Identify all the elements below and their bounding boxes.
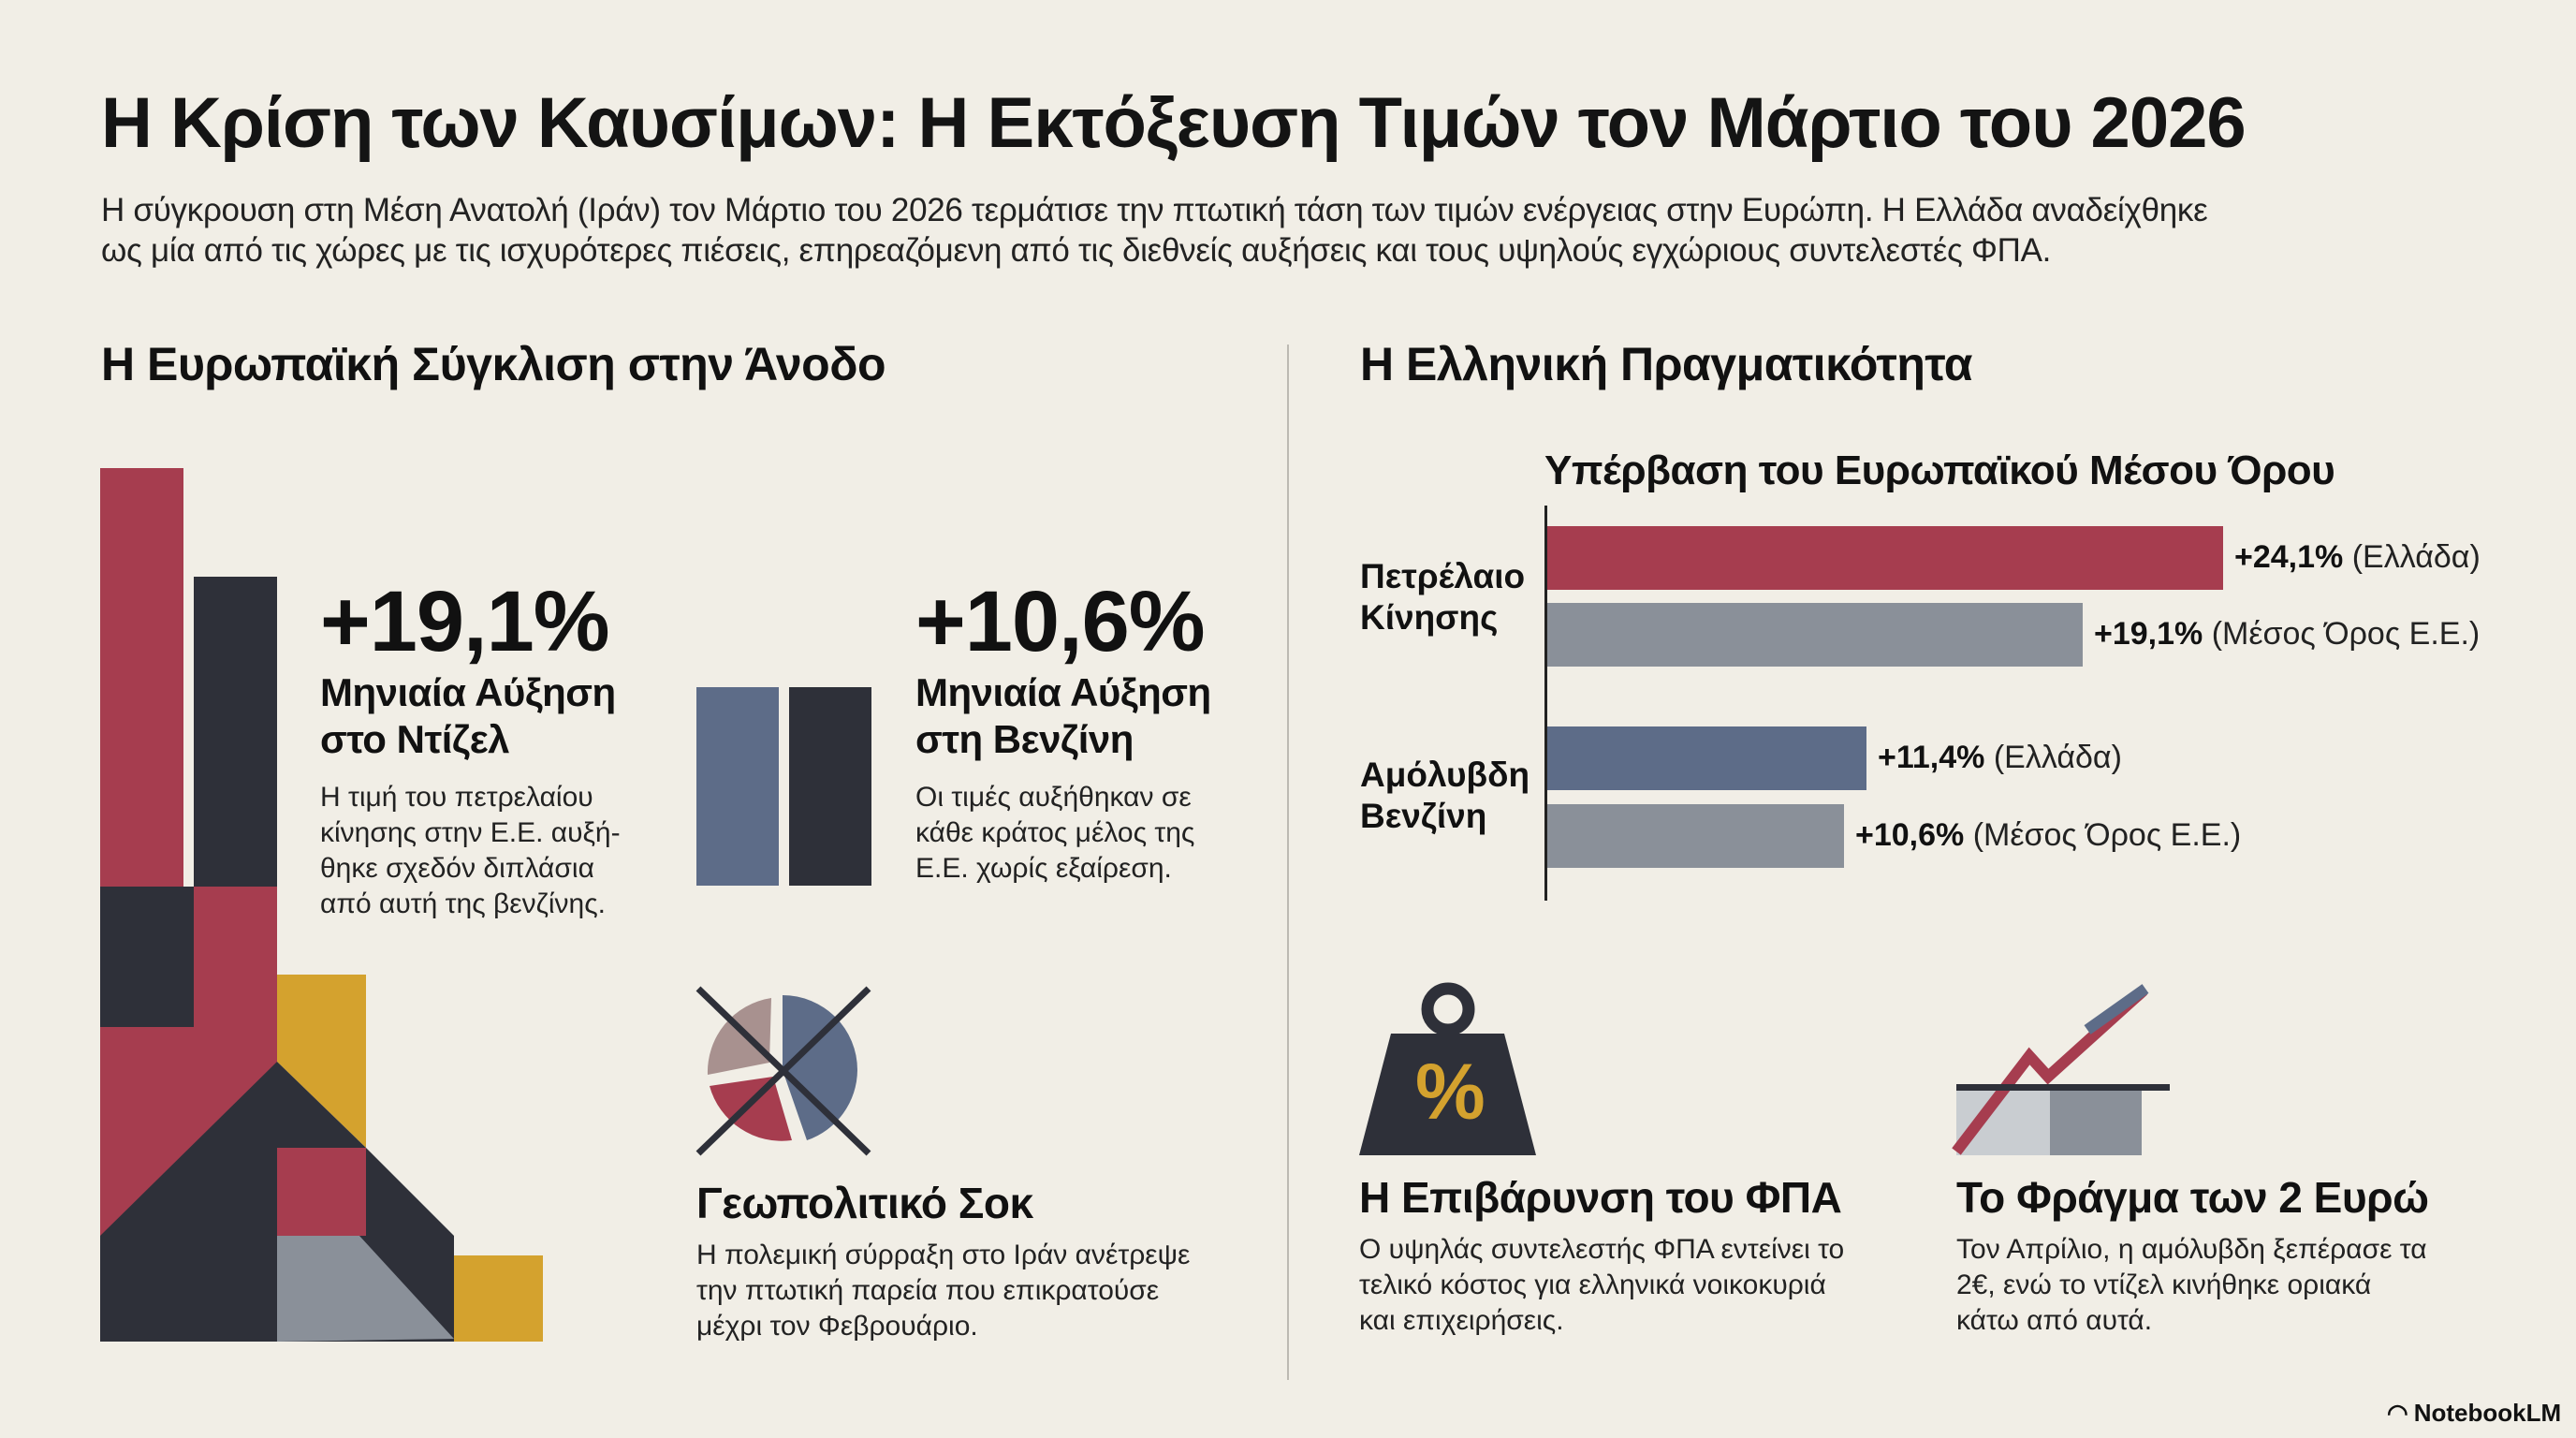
petrol-label-2: στη Βενζίνη xyxy=(915,717,1134,761)
petrol-bars-icon xyxy=(696,687,871,886)
bar-label-0: +24,1% (Ελλάδα) xyxy=(2234,539,2481,576)
category-label-line: Κίνησης xyxy=(1360,598,1499,637)
bar-label-2: +11,4% (Ελλάδα) xyxy=(1878,740,2122,776)
vat-desc-3: και επιχειρήσεις. xyxy=(1359,1305,1564,1336)
diesel-label-2: στο Ντίζελ xyxy=(320,717,510,761)
petrol-stat: +10,6% Μηνιαία Αύξηση στη Βενζίνη Οι τιμ… xyxy=(915,573,1211,887)
category-label-petrol: Αμόλυβδη Βενζίνη xyxy=(1360,755,1530,837)
shock-desc-3: μέχρι τον Φεβρουάριο. xyxy=(696,1311,978,1342)
petrol-desc-1: Οι τιμές αυξήθηκαν σε xyxy=(915,782,1192,813)
shock-heading: Γεωπολιτικό Σοκ xyxy=(696,1179,1033,1227)
shock-card: Γεωπολιτικό Σοκ Η πολεμική σύρραξη στο Ι… xyxy=(696,1178,1190,1344)
barrier-desc-1: Τον Απρίλιο, η αμόλυβδη ξεπέρασε τα xyxy=(1956,1234,2427,1265)
vat-heading: Η Επιβάρυνση του ΦΠΑ xyxy=(1359,1173,1842,1222)
petrol-desc-3: Ε.Ε. χωρίς εξαίρεση. xyxy=(915,853,1172,884)
weight-percent-icon xyxy=(1359,982,1536,1155)
geometric-bars-illustration xyxy=(100,468,543,1342)
barrier-card: Το Φράγμα των 2 Ευρώ Τον Απρίλιο, η αμόλ… xyxy=(1956,1172,2429,1339)
notebooklm-brand: ◠ NotebookLM xyxy=(2387,1399,2561,1428)
shock-desc-1: Η πολεμική σύρραξη στο Ιράν ανέτρεψε xyxy=(696,1240,1191,1270)
diesel-label-1: Μηνιαία Αύξηση xyxy=(320,670,616,714)
diesel-desc-2: κίνησης στην Ε.Ε. αυξή- xyxy=(320,817,621,848)
bar-3 xyxy=(1546,804,1844,868)
subtitle-line-1: Η σύγκρουση στη Μέση Ανατολή (Ιράν) τον … xyxy=(101,192,2208,228)
broken-pie-crossed-icon xyxy=(695,986,871,1156)
barrier-desc-2: 2€, ενώ το ντίζελ κινήθηκε οριακά xyxy=(1956,1269,2372,1300)
section-divider xyxy=(1287,345,1289,1380)
bar-value-label: +11,4% xyxy=(1878,740,1985,775)
petrol-desc-2: κάθε κράτος μέλος της xyxy=(915,817,1195,848)
bar-value-label: +24,1% xyxy=(2234,539,2344,575)
bar-series-label: (Μέσος Όρος Ε.Ε.) xyxy=(2211,616,2481,652)
percent-symbol: % xyxy=(1415,1048,1486,1136)
bar-series-label: (Ελλάδα) xyxy=(2351,539,2481,575)
petrol-label-1: Μηνιαία Αύξηση xyxy=(915,670,1211,714)
barrier-heading: Το Φράγμα των 2 Ευρώ xyxy=(1956,1173,2429,1222)
vat-desc-2: τελικό κόστος για ελληνικά νοικοκυριά xyxy=(1359,1269,1826,1300)
chart-title: Υπέρβαση του Ευρωπαϊκού Μέσου Όρου xyxy=(1544,448,2335,493)
diesel-desc-4: από αυτή της βενζίνης. xyxy=(320,888,607,919)
diesel-desc-3: θηκε σχεδόν διπλάσια xyxy=(320,853,594,884)
bar-label-3: +10,6% (Μέσος Όρος Ε.Ε.) xyxy=(1855,817,2241,854)
bar-series-label: (Μέσος Όρος Ε.Ε.) xyxy=(1972,817,2242,853)
bar-value-label: +10,6% xyxy=(1855,817,1965,853)
category-label-diesel: Πετρέλαιο Κίνησης xyxy=(1360,556,1525,638)
bar-value-label: +19,1% xyxy=(2094,616,2203,652)
bar-series-label: (Ελλάδα) xyxy=(1993,740,2122,775)
price-barrier-chart-icon xyxy=(1952,984,2170,1155)
diesel-value: +19,1% xyxy=(320,574,610,669)
bar-1 xyxy=(1546,603,2083,667)
bar-label-1: +19,1% (Μέσος Όρος Ε.Ε.) xyxy=(2094,616,2480,653)
vat-desc-1: Ο υψηλάς συντελεστής ΦΠΑ εντείνει το xyxy=(1359,1234,1845,1265)
petrol-value: +10,6% xyxy=(915,574,1206,669)
barrier-desc-3: κάτω από αυτά. xyxy=(1956,1305,2153,1336)
shock-desc-2: την πτωτική παρεία που επικρατούσε xyxy=(696,1275,1160,1306)
bar-0 xyxy=(1546,526,2223,590)
diesel-desc-1: Η τιμή του πετρελαίου xyxy=(320,782,593,813)
diesel-stat: +19,1% Μηνιαία Αύξηση στο Ντίζελ Η τιμή … xyxy=(320,573,621,922)
category-label-line: Βενζίνη xyxy=(1360,797,1487,835)
category-label-line: Αμόλυβδη xyxy=(1360,756,1530,794)
notebooklm-logo-icon: ◠ xyxy=(2387,1399,2408,1427)
category-label-line: Πετρέλαιο xyxy=(1360,557,1526,595)
page-title: Η Κρίση των Καυσίμων: Η Εκτόξευση Τιμών … xyxy=(101,83,2247,163)
left-section-heading: Η Ευρωπαϊκή Σύγκλιση στην Άνοδο xyxy=(101,338,886,390)
right-section-heading: Η Ελληνική Πραγματικότητα xyxy=(1360,338,1973,390)
vat-card: Η Επιβάρυνση του ΦΠΑ Ο υψηλάς συντελεστή… xyxy=(1359,1172,1844,1339)
bar-2 xyxy=(1546,726,1866,790)
chart-axis xyxy=(1544,506,1547,901)
subtitle-line-2: ως μία από τις χώρες με τις ισχυρότερες … xyxy=(101,232,2052,269)
brand-label: NotebookLM xyxy=(2413,1399,2562,1427)
